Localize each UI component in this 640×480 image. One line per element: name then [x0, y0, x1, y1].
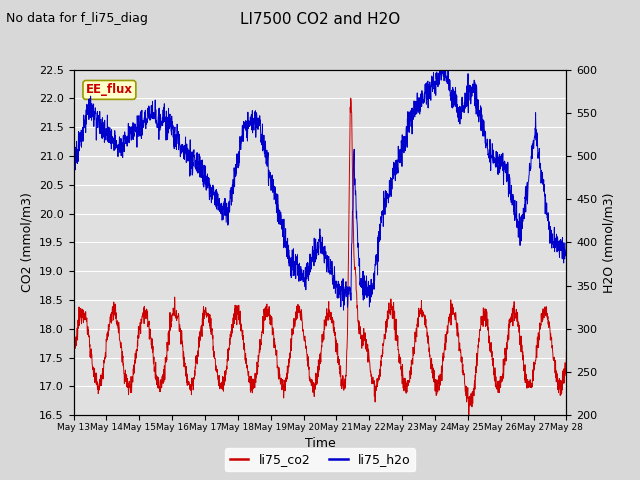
Text: No data for f_li75_diag: No data for f_li75_diag	[6, 12, 148, 25]
Y-axis label: CO2 (mmol/m3): CO2 (mmol/m3)	[20, 192, 33, 292]
Y-axis label: H2O (mmol/m3): H2O (mmol/m3)	[603, 192, 616, 293]
Text: EE_flux: EE_flux	[86, 84, 133, 96]
Text: LI7500 CO2 and H2O: LI7500 CO2 and H2O	[240, 12, 400, 27]
X-axis label: Time: Time	[305, 437, 335, 450]
Legend: li75_co2, li75_h2o: li75_co2, li75_h2o	[225, 448, 415, 471]
